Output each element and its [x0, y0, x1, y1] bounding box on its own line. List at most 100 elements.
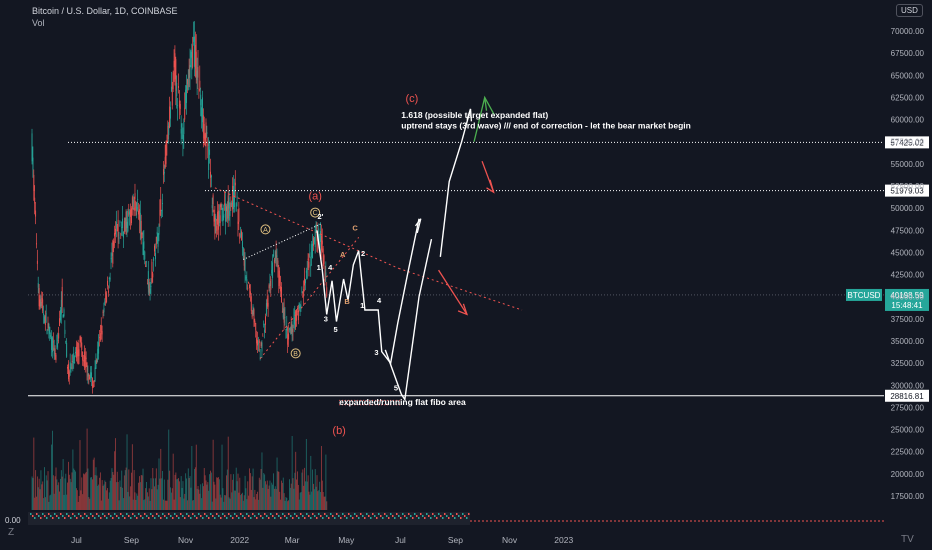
candle-body [228, 197, 230, 209]
volume-strip-mark [218, 515, 220, 517]
volume-bar [320, 492, 322, 510]
volume-bar [249, 473, 251, 510]
candle-body [105, 291, 107, 300]
zoom-icon[interactable]: Z [8, 527, 15, 538]
candle-body [178, 86, 179, 88]
candle-body [111, 253, 113, 256]
volume-strip-mark [226, 517, 228, 519]
candle-body [55, 354, 57, 361]
volume-strip-mark [368, 515, 370, 517]
volume-bar [189, 476, 191, 510]
candle-body [167, 125, 169, 140]
volume-bar [53, 493, 55, 510]
volume-bar [290, 483, 292, 510]
candle-body [258, 340, 260, 343]
candle-body [88, 377, 90, 380]
candle-body [132, 199, 134, 208]
candle-body [95, 360, 97, 369]
candle-body [137, 198, 139, 200]
volume-strip-mark [166, 517, 168, 519]
volume-bar [56, 479, 58, 510]
y-tick-label: 20000.00 [891, 470, 925, 479]
candle-body [109, 277, 111, 280]
candle-body [310, 264, 312, 267]
candle-body [41, 298, 43, 303]
volume-bar [226, 475, 227, 510]
wave-label: 4 [377, 296, 382, 305]
volume-bar [247, 481, 249, 510]
candle-body [305, 271, 307, 273]
volume-bar [59, 491, 61, 510]
volume-strip-mark [328, 517, 330, 519]
volume-bar [296, 479, 298, 510]
volume-strip-mark [356, 515, 358, 517]
volume-bar [275, 489, 277, 510]
volume-strip-mark [36, 513, 38, 515]
candle-body [191, 49, 193, 71]
volume-strip-mark [224, 515, 226, 517]
volume-bar [221, 444, 223, 510]
volume-strip-mark [448, 517, 450, 519]
volume-strip-mark [134, 515, 136, 517]
y-tick-label: 35000.00 [891, 337, 925, 346]
volume-bar [45, 475, 47, 510]
candle-body [278, 270, 280, 286]
candle-body [113, 241, 115, 246]
volume-strip-mark [172, 517, 174, 519]
volume-strip-mark [66, 513, 68, 515]
candle-body [67, 366, 69, 369]
y-tick-label: 40000.00 [891, 293, 925, 302]
candle-body [127, 218, 129, 232]
candle-body [159, 209, 161, 216]
volume-strip-mark [52, 517, 54, 519]
candle-body [44, 315, 46, 325]
candle-body [96, 358, 98, 363]
candle-body [296, 309, 298, 321]
level-label: 57425.02 [890, 138, 924, 147]
volume-bar [213, 481, 215, 510]
volume-strip-mark [80, 515, 82, 517]
volume-bar [166, 500, 168, 510]
volume-strip-mark [462, 513, 464, 515]
volume-strip-mark [30, 513, 32, 515]
volume-strip-mark [444, 513, 446, 515]
circled-wave-marker [260, 224, 271, 235]
candle-body [205, 122, 207, 147]
y-tick-label: 55000.00 [891, 160, 925, 169]
candle-body [188, 68, 190, 78]
candle-body [119, 221, 121, 223]
volume-bar [286, 498, 288, 510]
volume-strip-mark [222, 513, 224, 515]
volume-bar [87, 468, 89, 510]
volume-bar [174, 474, 176, 510]
volume-bar [60, 470, 62, 510]
candle-body [290, 321, 292, 334]
volume-bar [279, 491, 281, 510]
currency-button[interactable]: USD [896, 4, 923, 17]
volume-strip-mark [376, 517, 378, 519]
volume-strip-mark [360, 513, 362, 515]
volume-strip-mark [186, 513, 188, 515]
volume-strip-mark [466, 517, 468, 519]
volume-bar [100, 500, 102, 510]
candle-body [226, 206, 227, 212]
volume-bar [208, 490, 210, 510]
volume-bar [257, 499, 259, 510]
volume-strip-mark [264, 513, 266, 515]
volume-strip-mark [98, 515, 100, 517]
candle-body [64, 329, 66, 334]
tradingview-logo-icon[interactable]: TV [901, 534, 914, 545]
volume-bar [254, 489, 256, 510]
wave-label: 5 [334, 325, 338, 334]
volume-bar [68, 474, 70, 510]
volume-bars [28, 428, 884, 525]
volume-bar [202, 483, 203, 510]
volume-bar [67, 482, 69, 510]
current-price-tag [885, 288, 929, 311]
volume-bar [265, 481, 266, 510]
volume-strip-mark [262, 517, 264, 519]
volume-bar [316, 475, 318, 510]
volume-bar [48, 501, 50, 510]
volume-bar [111, 468, 113, 510]
